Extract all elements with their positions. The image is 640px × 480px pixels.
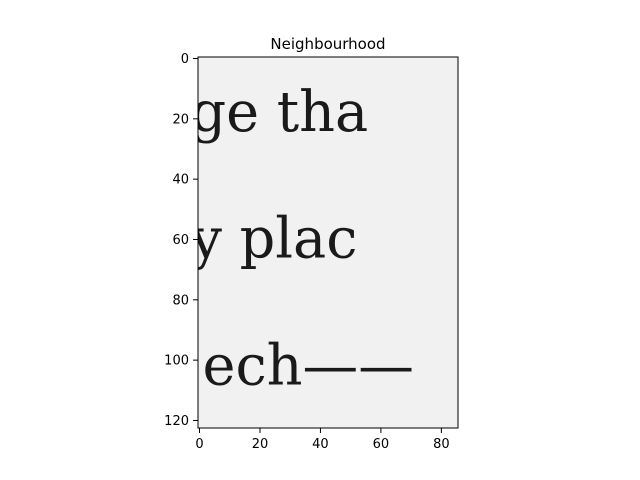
chart-title: Neighbourhood bbox=[270, 35, 385, 53]
y-tick-label: 20 bbox=[172, 112, 189, 127]
image-text-line: ech—— bbox=[203, 333, 414, 398]
x-tick-label: 40 bbox=[312, 437, 329, 452]
x-tick-label: 80 bbox=[433, 437, 450, 452]
x-axis: 0 20 40 60 80 bbox=[195, 428, 450, 452]
image-text-layer: ge tha y plac ech—— bbox=[189, 80, 414, 398]
x-tick-label: 20 bbox=[252, 437, 269, 452]
image-text-line: y plac bbox=[189, 207, 357, 272]
x-tick-label: 0 bbox=[195, 437, 203, 452]
x-tick-label: 60 bbox=[373, 437, 390, 452]
y-tick-label: 0 bbox=[181, 52, 189, 67]
image-background bbox=[198, 57, 458, 428]
y-axis: 0 20 40 60 80 100 120 bbox=[164, 52, 198, 429]
plot-area: ge tha y plac ech—— bbox=[189, 56, 459, 429]
axes-frame bbox=[197, 56, 459, 429]
image-text-line: ge tha bbox=[190, 80, 368, 145]
y-tick-label: 60 bbox=[172, 233, 189, 248]
y-tick-label: 80 bbox=[172, 293, 189, 308]
image-region: ge tha y plac ech—— bbox=[189, 57, 458, 428]
y-tick-label: 40 bbox=[172, 173, 189, 188]
y-tick-label: 100 bbox=[164, 354, 189, 369]
y-tick-label: 120 bbox=[164, 414, 189, 429]
